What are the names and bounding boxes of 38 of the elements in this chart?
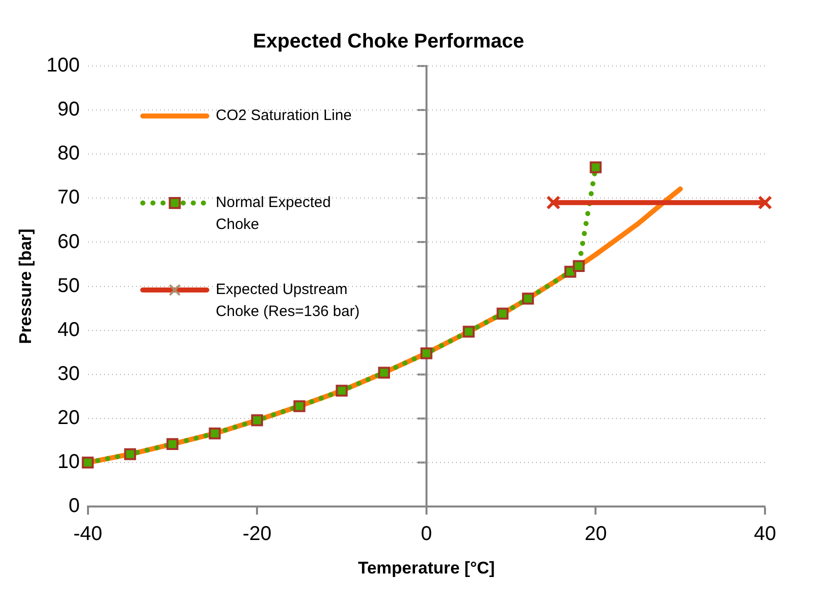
- point: [522, 292, 534, 305]
- y-tick-label: 40: [58, 318, 80, 341]
- y-tick-label: 50: [58, 274, 80, 297]
- y-tick-label: 100: [46, 54, 80, 77]
- point: [758, 195, 772, 210]
- y-axis-title: Pressure [bar]: [16, 228, 35, 344]
- point: [208, 428, 221, 440]
- point: [124, 448, 136, 460]
- point: [166, 438, 178, 450]
- x-tick-label: 40: [754, 523, 776, 546]
- point: [82, 456, 94, 468]
- legend-label: Expected Upstream Choke (Res=136 bar): [216, 281, 360, 320]
- legend-label: Normal Expected Choke: [216, 194, 331, 234]
- point: [590, 161, 602, 174]
- point: [572, 260, 585, 272]
- x-tick-label: -20: [242, 523, 272, 546]
- y-tick-label: 60: [58, 230, 80, 253]
- y-tick-label: 80: [58, 142, 80, 165]
- y-tick-label: 0: [68, 495, 80, 518]
- point: [462, 326, 475, 338]
- y-tick-label: 10: [58, 451, 80, 474]
- point: [496, 308, 509, 320]
- y-tick-label: 30: [58, 362, 80, 385]
- point: [378, 366, 390, 379]
- point: [546, 195, 561, 210]
- chart-title: Expected Choke Performace: [252, 30, 524, 53]
- point: [420, 347, 432, 360]
- x-axis-title: Temperature [°C]: [358, 558, 495, 578]
- y-tick-label: 20: [58, 406, 80, 429]
- point: [293, 400, 306, 412]
- legend-label: CO2 Saturation Line: [216, 107, 352, 124]
- x-tick-label: 0: [420, 523, 432, 546]
- point: [336, 384, 348, 397]
- y-tick-label: 70: [58, 186, 80, 209]
- y-tick-label: 90: [58, 98, 80, 121]
- x-tick-label: -40: [73, 523, 102, 546]
- point: [251, 414, 264, 426]
- x-tick-label: 20: [584, 523, 607, 546]
